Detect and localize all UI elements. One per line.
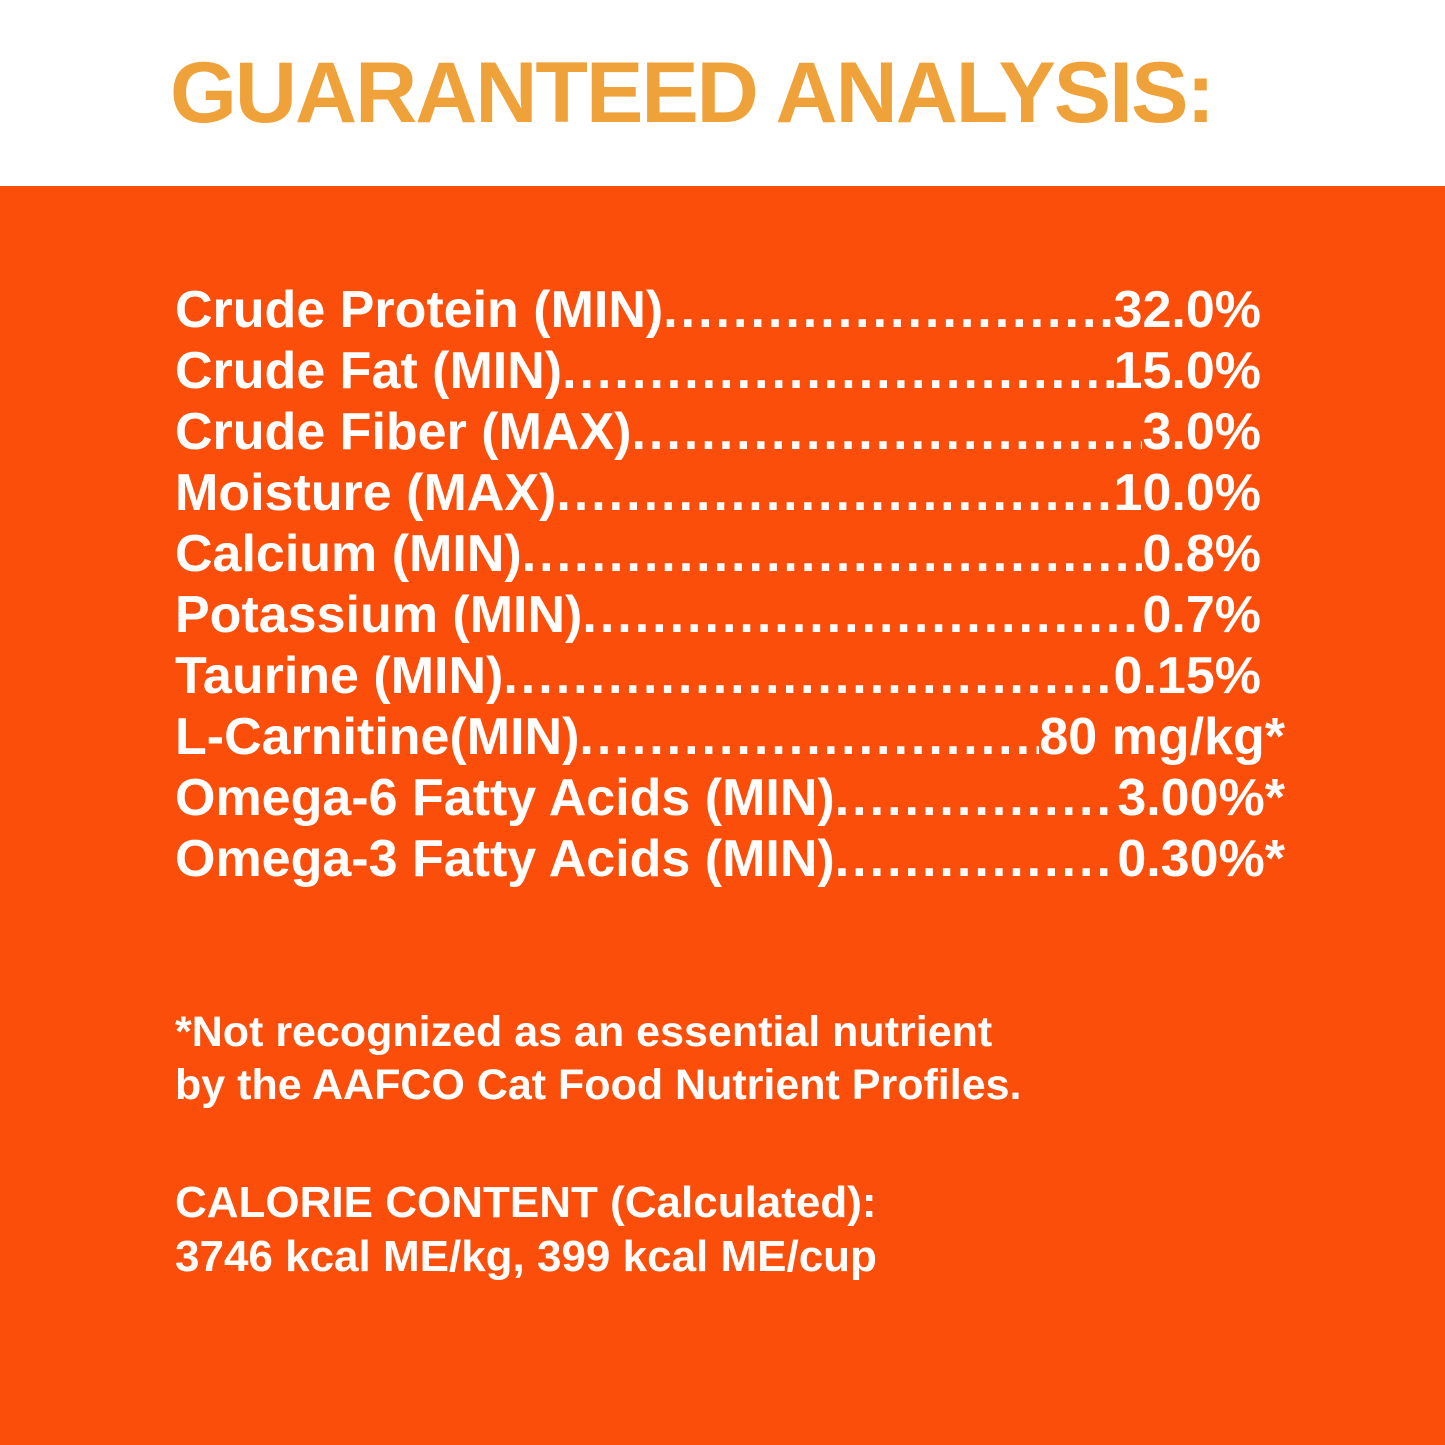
nutrient-value: 15.0% [1113,342,1261,400]
nutrient-label: Crude Fiber (MAX) [175,403,632,461]
nutrient-label: Calcium (MIN) [175,525,522,583]
dot-leader [835,829,1118,890]
analysis-row-moisture: Moisture (MAX) 10.0% [175,463,1285,524]
analysis-table: Crude Protein (MIN) 32.0% Crude Fat (MIN… [175,280,1285,890]
nutrient-label: L-Carnitine(MIN) [175,708,580,766]
nutrient-label: Crude Fat (MIN) [175,342,563,400]
dot-leader [579,707,1039,768]
dot-leader [522,524,1143,585]
nutrient-label: Taurine (MIN) [175,647,504,705]
calorie-content: CALORIE CONTENT (Calculated): 3746 kcal … [175,1176,1285,1284]
calorie-heading: CALORIE CONTENT (Calculated): [175,1178,877,1227]
guaranteed-analysis-title: GUARANTEED ANALYSIS: [170,45,1215,141]
analysis-row-taurine: Taurine (MIN) 0.15% [175,646,1285,707]
nutrient-label: Omega-3 Fatty Acids (MIN) [175,830,835,888]
analysis-row-crude-fiber: Crude Fiber (MAX) 3.0% [175,402,1285,463]
dot-leader [503,646,1113,707]
nutrient-value: 0.8% [1142,525,1261,583]
analysis-row-calcium: Calcium (MIN) 0.8% [175,524,1285,585]
nutrient-value: 3.0% [1142,403,1261,461]
dot-leader [562,341,1113,402]
calorie-values: 3746 kcal ME/kg, 399 kcal ME/cup [175,1232,877,1281]
analysis-row-omega-3: Omega-3 Fatty Acids (MIN) 0.30%* [175,829,1285,890]
nutrient-value: 0.7% [1142,586,1261,644]
analysis-row-omega-6: Omega-6 Fatty Acids (MIN) 3.00%* [175,768,1285,829]
nutrient-value: 0.30%* [1117,830,1285,888]
footnote-line-1: *Not recognized as an essential nutrient [175,1008,993,1056]
nutrient-label: Moisture (MAX) [175,464,557,522]
dot-leader [631,402,1142,463]
analysis-row-crude-fat: Crude Fat (MIN) 15.0% [175,341,1285,402]
nutrient-value: 32.0% [1113,281,1261,339]
footnote-line-2: by the AAFCO Cat Food Nutrient Profiles. [175,1061,1022,1109]
analysis-row-crude-protein: Crude Protein (MIN) 32.0% [175,280,1285,341]
aafco-footnote: *Not recognized as an essential nutrient… [175,1006,1285,1112]
dot-leader [835,768,1118,829]
analysis-row-potassium: Potassium (MIN) 0.7% [175,585,1285,646]
dot-leader [582,585,1142,646]
nutrient-value: 0.15% [1113,647,1261,705]
nutrient-label: Crude Protein (MIN) [175,281,664,339]
orange-label-panel: Crude Protein (MIN) 32.0% Crude Fat (MIN… [0,186,1445,1445]
dot-leader [663,280,1113,341]
nutrient-value: 3.00%* [1117,769,1285,827]
nutrient-value: 10.0% [1113,464,1261,522]
dot-leader [556,463,1113,524]
nutrient-label: Omega-6 Fatty Acids (MIN) [175,769,835,827]
header-band: GUARANTEED ANALYSIS: [0,0,1445,186]
nutrient-label: Potassium (MIN) [175,586,583,644]
nutrient-value: 80 mg/kg* [1039,708,1285,766]
analysis-row-l-carnitine: L-Carnitine(MIN) 80 mg/kg* [175,707,1285,768]
